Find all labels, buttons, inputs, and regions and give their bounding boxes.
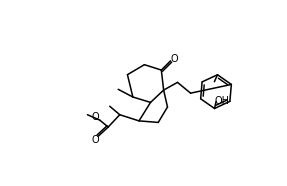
Text: OH: OH [215, 96, 230, 106]
Text: O: O [91, 112, 99, 122]
Text: O: O [91, 135, 99, 145]
Text: O: O [170, 54, 178, 64]
